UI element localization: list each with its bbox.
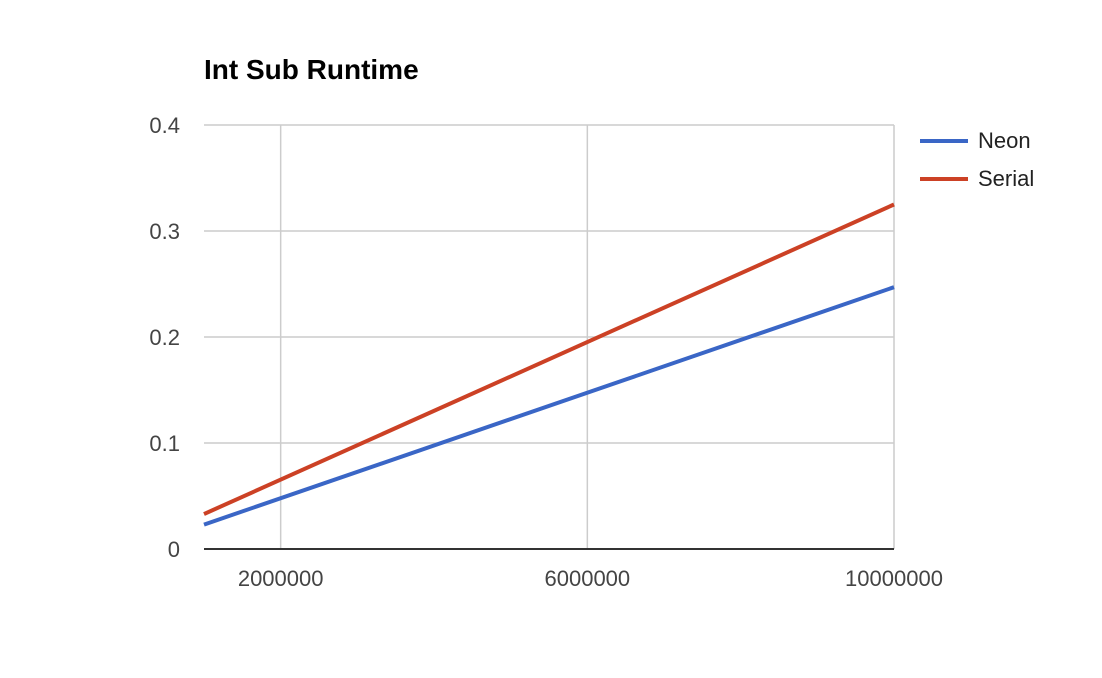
x-tick-label: 6000000 <box>545 566 631 591</box>
y-tick-label: 0.4 <box>149 113 180 138</box>
legend-label-neon: Neon <box>978 128 1031 153</box>
y-tick-label: 0 <box>168 537 180 562</box>
series-line-neon <box>203 285 895 527</box>
y-tick-label: 0.2 <box>149 325 180 350</box>
legend-swatch-neon <box>920 139 968 143</box>
y-tick-label: 0.1 <box>149 431 180 456</box>
y-tick-label: 0.3 <box>149 219 180 244</box>
series-lines <box>203 202 895 527</box>
legend-item-serial[interactable]: Serial <box>920 160 1034 198</box>
grid-lines <box>204 124 895 549</box>
x-tick-label: 10000000 <box>845 566 943 591</box>
x-tick-label: 2000000 <box>238 566 324 591</box>
x-axis-ticks: 2000000 6000000 10000000 <box>238 566 943 591</box>
legend-item-neon[interactable]: Neon <box>920 122 1034 160</box>
legend: Neon Serial <box>920 122 1034 198</box>
legend-label-serial: Serial <box>978 166 1035 191</box>
legend-swatch-serial <box>920 177 968 181</box>
series-line-serial <box>203 202 895 516</box>
y-axis-ticks: 0 0.1 0.2 0.3 0.4 <box>149 113 180 562</box>
chart-title: Int Sub Runtime <box>204 54 419 85</box>
